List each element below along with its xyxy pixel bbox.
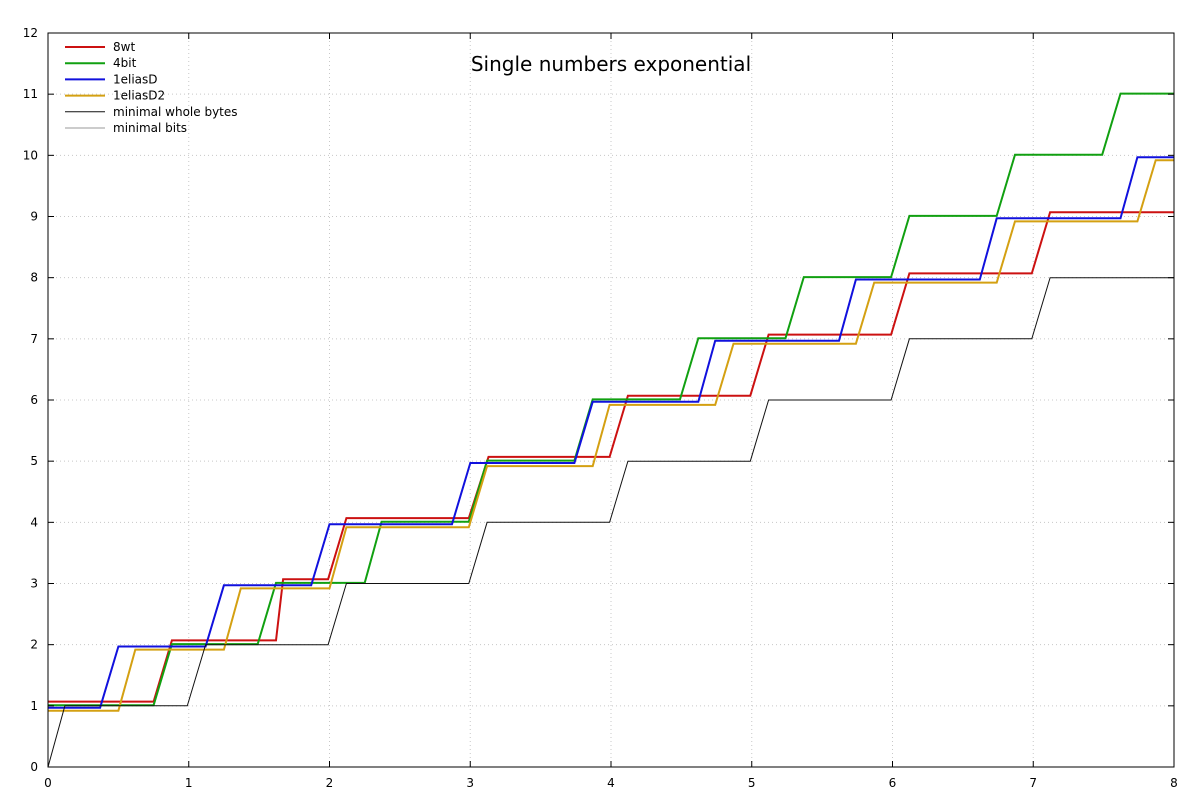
legend-label: 1eliasD2	[113, 89, 165, 103]
series-line-2	[48, 156, 1174, 709]
y-tick-label: 0	[30, 760, 38, 774]
y-tick-label: 5	[30, 454, 38, 468]
x-tick-label: 0	[44, 776, 52, 790]
y-tick-label: 2	[30, 638, 38, 652]
y-tick-label: 8	[30, 271, 38, 285]
x-tick-label: 4	[607, 776, 615, 790]
legend-label: minimal whole bytes	[113, 105, 238, 119]
legend-label: 1eliasD	[113, 72, 158, 86]
x-tick-label: 8	[1170, 776, 1178, 790]
legend-label: minimal bits	[113, 121, 187, 135]
x-tick-label: 6	[889, 776, 897, 790]
y-tick-label: 4	[30, 515, 38, 529]
legend-label: 4bit	[113, 56, 137, 70]
series-lines	[47, 92, 1174, 768]
y-tick-label: 7	[30, 332, 38, 346]
y-tick-label: 11	[23, 87, 38, 101]
y-tick-label: 3	[30, 577, 38, 591]
legend: 8wt 4bit 1eliasD 1eliasD2 minimal whole byte…	[65, 40, 238, 135]
x-tick-label: 1	[185, 776, 193, 790]
x-tick-label: 5	[748, 776, 756, 790]
x-tick-label: 3	[466, 776, 474, 790]
x-tick-label: 7	[1029, 776, 1037, 790]
legend-label: 8wt	[113, 40, 135, 54]
y-tick-label: 6	[30, 393, 38, 407]
series-line-4	[47, 277, 1174, 768]
y-tick-label: 1	[30, 699, 38, 713]
x-tick-label: 2	[326, 776, 334, 790]
y-tick-label: 9	[30, 210, 38, 224]
series-line-3	[48, 159, 1174, 712]
series-line-1	[48, 92, 1174, 707]
chart-title: Single numbers exponential	[471, 52, 751, 76]
y-tick-label: 10	[23, 148, 38, 162]
y-tick-label: 12	[23, 26, 38, 40]
